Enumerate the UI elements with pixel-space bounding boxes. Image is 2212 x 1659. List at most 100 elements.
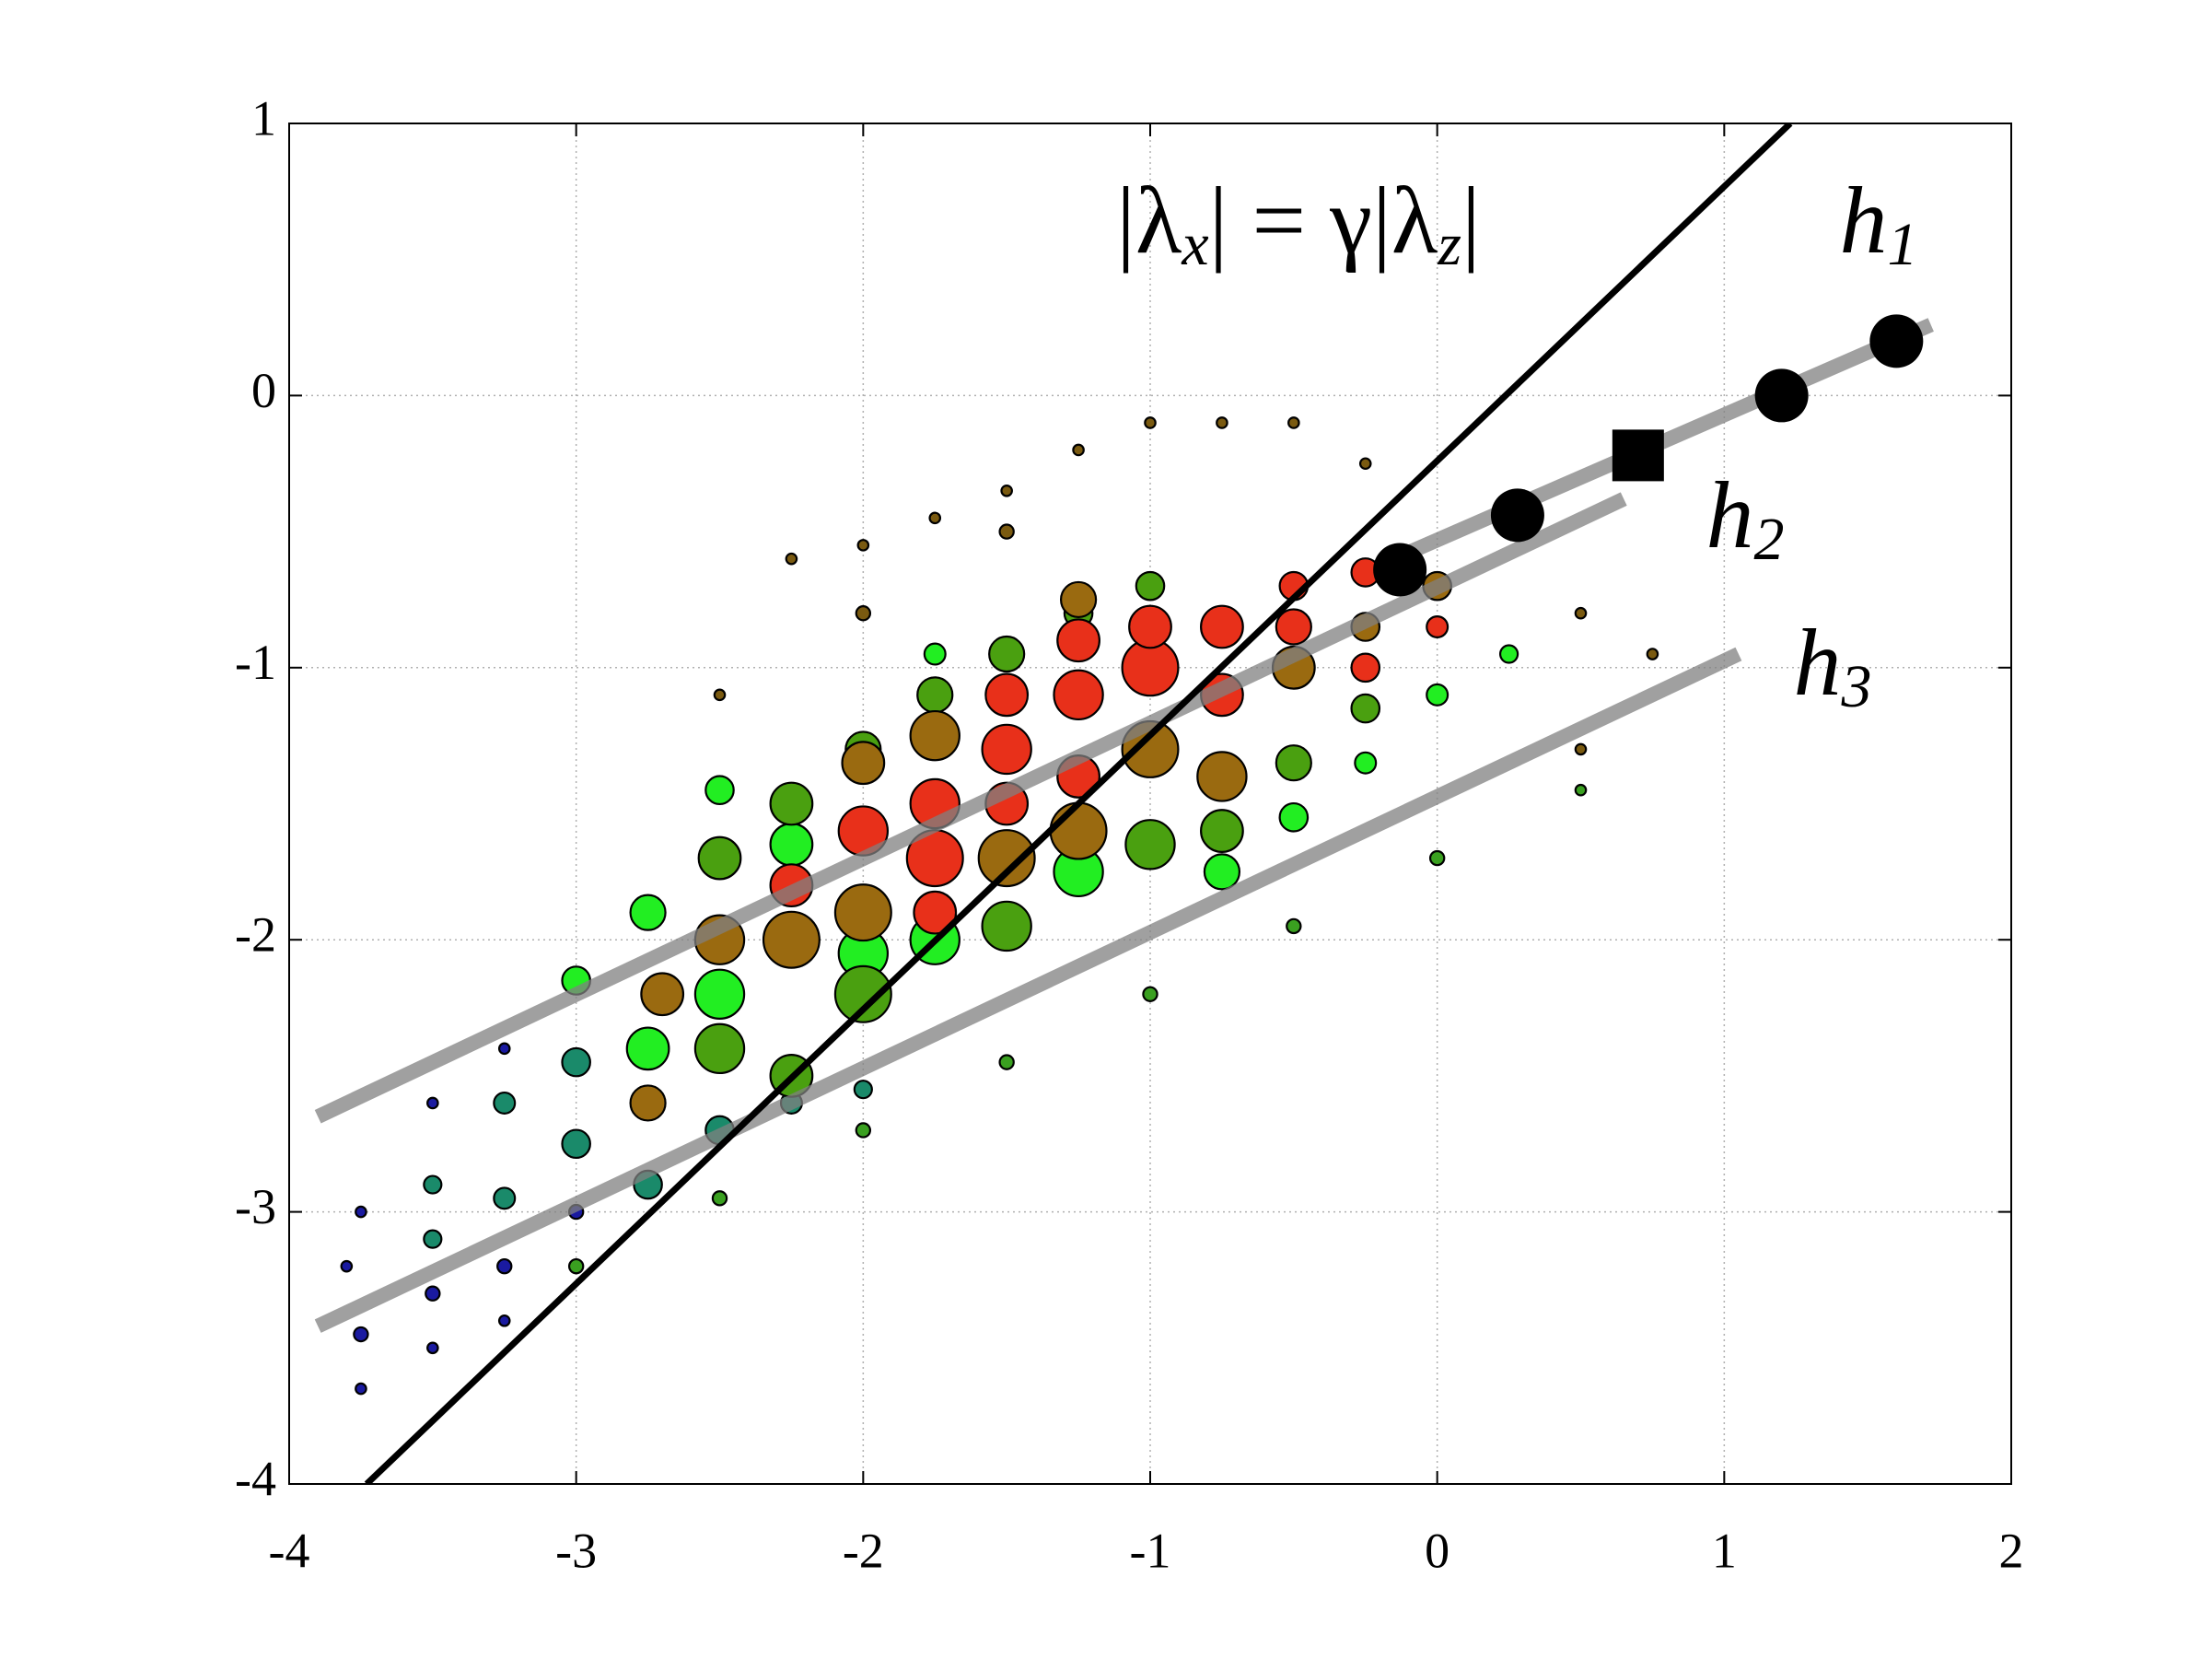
scatter-point xyxy=(984,672,1030,718)
scatter-point xyxy=(988,635,1026,673)
reference-line xyxy=(364,123,1793,1484)
scatter-point xyxy=(981,723,1032,776)
scatter-point xyxy=(496,1257,513,1275)
scatter-point xyxy=(355,1382,367,1396)
marker-circle xyxy=(1490,488,1544,543)
x-tick-label: -4 xyxy=(269,1523,310,1578)
label-part: 2 xyxy=(1754,506,1785,573)
scatter-point xyxy=(998,1054,1015,1070)
scatter-point xyxy=(785,552,798,566)
scatter-point xyxy=(1574,783,1588,797)
y-tick-label: -3 xyxy=(235,1179,276,1234)
plot-frame xyxy=(288,123,2012,1485)
y-tick-label: -2 xyxy=(235,907,276,963)
scatter-point xyxy=(561,1046,591,1078)
scatter-point xyxy=(1574,606,1588,620)
x-tick-label: -1 xyxy=(1130,1523,1171,1578)
scatter-point xyxy=(340,1259,354,1273)
scatter-point xyxy=(697,835,742,881)
scatter-point xyxy=(1350,652,1381,683)
scatter-point xyxy=(1287,416,1300,429)
y-tick-label: -1 xyxy=(235,635,276,690)
scatter-point xyxy=(423,1174,443,1195)
scatter-point xyxy=(833,883,892,942)
scatter-point xyxy=(423,1229,443,1249)
x-tick-label: 0 xyxy=(1425,1523,1449,1578)
scatter-point xyxy=(640,972,685,1017)
scatter-point xyxy=(1200,809,1244,853)
scatter-point xyxy=(855,605,872,622)
scatter-point xyxy=(693,968,746,1020)
label-part: | xyxy=(1461,168,1481,274)
scatter-point xyxy=(1000,484,1013,497)
marker-circle xyxy=(1869,314,1924,368)
scatter-point xyxy=(713,688,727,702)
x-tick-label: -2 xyxy=(843,1523,884,1578)
scatter-point xyxy=(977,829,1036,888)
x-tick-label: 1 xyxy=(1712,1523,1737,1578)
scatter-point xyxy=(913,890,958,935)
scatter-point xyxy=(1428,849,1446,867)
scatter-point xyxy=(1135,570,1166,602)
scatter-point xyxy=(426,1096,439,1110)
scatter-point xyxy=(981,900,1032,952)
scatter-point xyxy=(769,822,814,867)
scatter-point xyxy=(769,781,814,826)
scatter-point xyxy=(625,1026,670,1071)
scatter-point xyxy=(923,642,947,666)
scatter-point xyxy=(1203,853,1241,891)
label-part: h xyxy=(1794,610,1842,716)
scatter-point xyxy=(1059,580,1098,619)
scatter-point xyxy=(1426,614,1449,638)
label-part: x xyxy=(1181,211,1208,278)
scatter-point xyxy=(1124,819,1176,870)
scatter-point xyxy=(493,1091,517,1115)
equation-label: |λx| = γ|λz| xyxy=(1116,168,1481,278)
scatter-point xyxy=(1275,608,1312,646)
scatter-point xyxy=(1278,801,1310,833)
scatter-point xyxy=(497,1042,511,1056)
scatter-point xyxy=(1128,604,1172,649)
scatter-point xyxy=(1275,744,1312,782)
scatter-point xyxy=(567,1257,585,1275)
scatter-point xyxy=(1142,986,1158,1002)
scatter-point xyxy=(497,1314,511,1327)
scatter-point xyxy=(355,1205,367,1219)
label-part: h xyxy=(1706,462,1754,568)
scatter-point xyxy=(1358,457,1372,471)
scatter-point xyxy=(1056,618,1100,663)
scatter-point xyxy=(711,1190,728,1207)
trend-line xyxy=(314,647,1742,1333)
label-part: h xyxy=(1840,168,1888,274)
label-part: |λ xyxy=(1116,168,1182,274)
label-part: 3 xyxy=(1841,653,1872,720)
scatter-point xyxy=(425,1285,441,1302)
scatter-point xyxy=(629,894,667,931)
scatter-point xyxy=(426,1341,439,1355)
scatter-point xyxy=(561,1128,591,1160)
scatter-point xyxy=(1574,742,1588,756)
y-tick-label: 0 xyxy=(251,363,276,418)
scatter-point xyxy=(704,775,735,806)
marker-circle xyxy=(1754,368,1809,423)
scatter-point xyxy=(1049,801,1108,860)
scatter-point xyxy=(1426,683,1449,707)
x-tick-label: 2 xyxy=(1999,1523,2024,1578)
scatter-point xyxy=(493,1186,517,1210)
label-part: 1 xyxy=(1888,211,1918,278)
curve-label: h2 xyxy=(1706,462,1785,573)
y-tick-label: 1 xyxy=(251,90,276,146)
scatter-point xyxy=(1200,604,1244,649)
scatter-point xyxy=(1196,751,1248,802)
scatter-point xyxy=(916,676,954,714)
label-part: z xyxy=(1437,211,1461,278)
scatter-point xyxy=(1350,693,1381,724)
scatter-point xyxy=(1646,648,1659,660)
marker-square xyxy=(1612,429,1664,482)
scatter-point xyxy=(629,1084,667,1122)
scatter-point xyxy=(909,709,960,762)
scatter-point xyxy=(833,964,892,1023)
label-part: | = γ|λ xyxy=(1209,168,1438,274)
